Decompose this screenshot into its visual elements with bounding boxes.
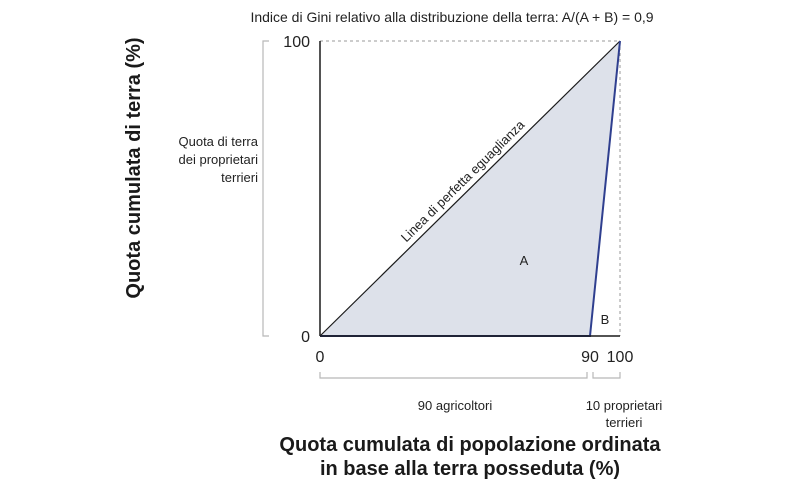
x-tick-label: 100 (607, 349, 634, 366)
x-axis-title-line: in base alla terra posseduta (%) (320, 458, 620, 480)
x-axis-title-line: Quota cumulata di popolazione ordinata (279, 434, 661, 456)
x-axis-title: Quota cumulata di popolazione ordinatain… (279, 434, 661, 480)
x-bracket-label-second: 10 proprietari (586, 398, 663, 413)
region-label-B: B (601, 312, 610, 327)
brackets: Quota di terra dei proprietari terrieri 90 … (179, 40, 663, 430)
y-axis-title: Quota cumulata di terra (%) (123, 37, 145, 298)
x-tick-label: 90 (581, 349, 599, 366)
region-label-A: A (520, 253, 529, 268)
y-bracket-label-line: Quota di terra (179, 134, 259, 149)
y-bracket (262, 40, 269, 337)
tick-labels: 0 90 100 0 100 (283, 34, 633, 366)
y-bracket-label-line: dei proprietari (179, 152, 259, 167)
chart-title: Indice di Gini relativo alla distribuzio… (250, 9, 653, 25)
x-bracket-label-first: 90 agricoltori (418, 398, 493, 413)
x-tick-label: 0 (316, 349, 325, 366)
x-bracket-agricoltori (319, 372, 588, 379)
y-bracket-label-line: terrieri (221, 170, 258, 185)
y-tick-label: 0 (301, 329, 310, 346)
equality-line (319, 40, 621, 337)
x-bracket-label-second: terrieri (606, 415, 643, 430)
x-bracket-proprietari (592, 372, 621, 379)
y-tick-label: 100 (283, 34, 310, 51)
